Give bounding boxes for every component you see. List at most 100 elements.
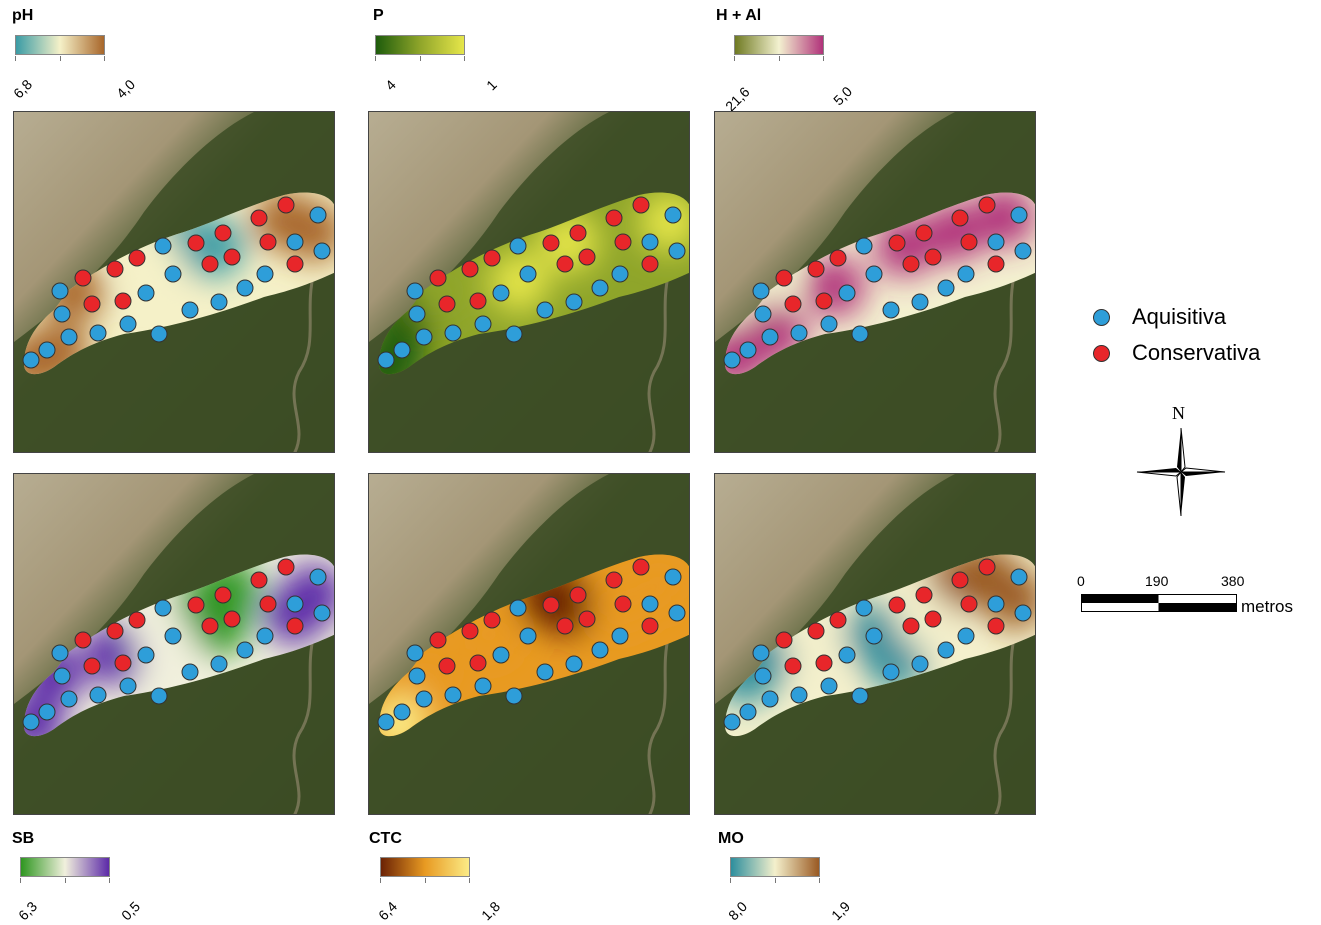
point-conservativa (578, 610, 596, 628)
point-conservativa (807, 622, 825, 640)
point-aquisitiva (937, 279, 955, 297)
point-conservativa (924, 248, 942, 266)
ramp-tick-sb-mid (65, 878, 66, 883)
point-conservativa (114, 292, 132, 310)
point-aquisitiva (790, 324, 808, 342)
ramp-p (375, 35, 465, 55)
point-conservativa (987, 617, 1005, 635)
point-aquisitiva (591, 279, 609, 297)
map-svg-hal (715, 112, 1035, 452)
point-conservativa (632, 196, 650, 214)
point-conservativa (951, 209, 969, 227)
point-conservativa (74, 269, 92, 287)
point-aquisitiva (519, 265, 537, 283)
point-aquisitiva (181, 301, 199, 319)
point-aquisitiva (408, 305, 426, 323)
point-aquisitiva (51, 644, 69, 662)
point-aquisitiva (937, 641, 955, 659)
ramp-tick-hal-min (734, 56, 735, 61)
point-aquisitiva (882, 301, 900, 319)
point-aquisitiva (739, 341, 757, 359)
point-conservativa (902, 617, 920, 635)
ramp-tick-ph-max (104, 56, 105, 61)
point-aquisitiva (1010, 568, 1028, 586)
point-conservativa (784, 295, 802, 313)
point-aquisitiva (723, 713, 741, 731)
ramp-ctc (380, 857, 470, 877)
point-aquisitiva (150, 687, 168, 705)
point-aquisitiva (820, 677, 838, 695)
point-aquisitiva (987, 233, 1005, 251)
ramp-min-hal: 21,6 (722, 83, 753, 115)
point-conservativa (83, 657, 101, 675)
point-conservativa (83, 295, 101, 313)
point-conservativa (542, 596, 560, 614)
point-aquisitiva (851, 325, 869, 343)
point-aquisitiva (377, 351, 395, 369)
point-aquisitiva (1014, 604, 1032, 622)
point-conservativa (201, 255, 219, 273)
point-conservativa (614, 233, 632, 251)
panel-title-hal: H + Al (716, 7, 762, 24)
point-aquisitiva (309, 568, 327, 586)
point-aquisitiva (415, 328, 433, 346)
ramp-tick-mo-max (819, 878, 820, 883)
panel-title-p: P (373, 7, 384, 24)
ramp-tick-hal-max (823, 56, 824, 61)
ramp-tick-p-min (375, 56, 376, 61)
point-aquisitiva (150, 325, 168, 343)
map-svg-ctc (369, 474, 689, 814)
ramp-tick-sb-min (20, 878, 21, 883)
point-conservativa (829, 249, 847, 267)
point-conservativa (223, 610, 241, 628)
surface-blob (264, 584, 324, 644)
point-aquisitiva (309, 206, 327, 224)
stream-line (993, 271, 1017, 452)
point-conservativa (201, 617, 219, 635)
point-conservativa (438, 657, 456, 675)
point-conservativa (223, 248, 241, 266)
point-aquisitiva (838, 646, 856, 664)
point-aquisitiva (22, 351, 40, 369)
ramp-tick-mo-min (730, 878, 731, 883)
surface-blob (379, 694, 429, 737)
point-aquisitiva (286, 233, 304, 251)
ramp-tick-sb-max (109, 878, 110, 883)
point-aquisitiva (987, 595, 1005, 613)
point-aquisitiva (536, 663, 554, 681)
point-aquisitiva (286, 595, 304, 613)
point-aquisitiva (22, 713, 40, 731)
ramp-max-ctc: 1,8 (478, 898, 504, 924)
point-conservativa (461, 622, 479, 640)
point-aquisitiva (406, 282, 424, 300)
point-aquisitiva (519, 627, 537, 645)
point-aquisitiva (164, 265, 182, 283)
point-aquisitiva (505, 325, 523, 343)
point-conservativa (775, 631, 793, 649)
point-aquisitiva (393, 703, 411, 721)
point-conservativa (556, 617, 574, 635)
point-conservativa (483, 249, 501, 267)
stream-line (647, 633, 671, 814)
point-conservativa (641, 617, 659, 635)
map-svg-p (369, 112, 689, 452)
ramp-min-ph: 6,8 (10, 76, 36, 102)
panel-title-mo: MO (718, 830, 744, 847)
point-aquisitiva (60, 690, 78, 708)
point-aquisitiva (474, 315, 492, 333)
point-aquisitiva (851, 687, 869, 705)
point-aquisitiva (855, 237, 873, 255)
point-aquisitiva (415, 690, 433, 708)
ramp-tick-ctc-mid (425, 878, 426, 883)
point-aquisitiva (154, 599, 172, 617)
point-aquisitiva (591, 641, 609, 659)
legend-aquisitiva: Aquisitiva (1093, 304, 1226, 330)
point-conservativa (106, 260, 124, 278)
point-aquisitiva (505, 687, 523, 705)
point-aquisitiva (256, 627, 274, 645)
ramp-tick-mo-mid (775, 878, 776, 883)
point-aquisitiva (406, 644, 424, 662)
ramp-max-sb: 0,5 (118, 898, 144, 924)
point-aquisitiva (754, 667, 772, 685)
legend-conservativa-label: Conservativa (1132, 340, 1261, 365)
